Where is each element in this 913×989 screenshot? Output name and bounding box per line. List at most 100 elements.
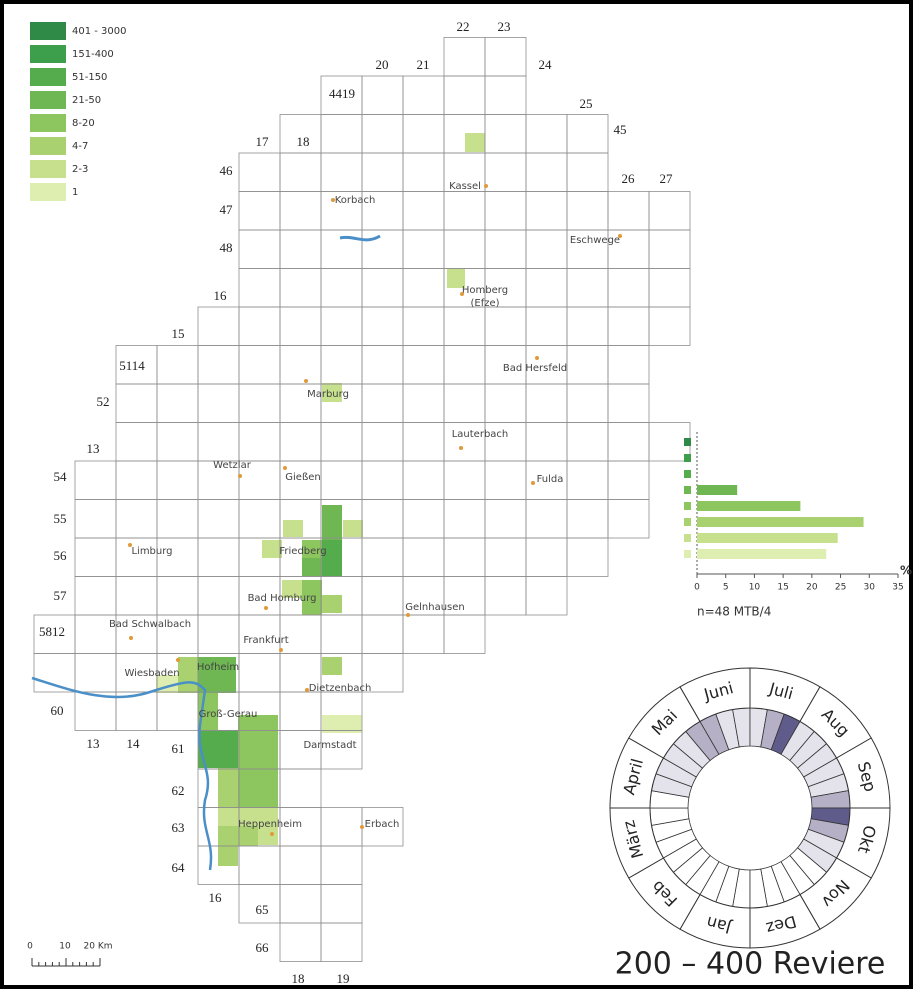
grid-label: 25 [580, 96, 593, 111]
x-tick-label: 35 [892, 583, 903, 593]
legend-swatch [30, 137, 66, 155]
city-dot [270, 832, 274, 836]
grid-label: 14 [127, 736, 141, 751]
grid-label: 63 [172, 820, 185, 835]
legend-label: 2-3 [72, 164, 88, 175]
grid-label: 52 [97, 394, 110, 409]
city-label: Wiesbaden [124, 668, 179, 679]
grid [33, 37, 691, 962]
city-label: Wetzlar [213, 460, 252, 471]
class-swatch [684, 518, 691, 526]
bar [697, 501, 801, 511]
grid-label: 22 [457, 19, 470, 34]
city-label: Fulda [537, 474, 564, 485]
city-label: Darmstadt [303, 740, 356, 751]
grid-label: 64 [172, 860, 186, 875]
scale-label: 0 [27, 942, 33, 952]
grid-label: 61 [172, 741, 185, 756]
class-swatch [684, 454, 691, 462]
occupied-cells [156, 133, 485, 866]
legend-swatch [30, 183, 66, 201]
scale-label: 20 Km [84, 942, 113, 952]
grid-label: 21 [417, 57, 430, 72]
occupied-quadrant [322, 383, 342, 402]
x-tick-label: 5 [723, 583, 729, 593]
scale-label: 10 [59, 942, 71, 952]
occupied-quadrant [322, 595, 342, 613]
grid-label: 16 [214, 288, 228, 303]
grid-label: 15 [172, 326, 185, 341]
grid-cell [320, 922, 363, 962]
legend-label: 401 - 3000 [72, 26, 127, 37]
city-dot [459, 446, 463, 450]
occupied-quadrant [283, 520, 303, 537]
x-tick-label: 20 [806, 583, 818, 593]
grid-label: 46 [220, 163, 234, 178]
class-swatch [684, 534, 691, 542]
legend-label: 51-150 [72, 72, 107, 83]
city-dot [484, 184, 488, 188]
city-label: Korbach [335, 195, 376, 206]
legend-swatch [30, 114, 66, 132]
class-swatch [684, 470, 691, 478]
occupied-quadrant [238, 826, 258, 846]
occupied-quadrant [178, 675, 198, 693]
title: 200 – 400 Reviere [615, 947, 886, 982]
x-axis-label: % [900, 564, 912, 578]
grid-cell [607, 499, 650, 539]
occupied-quadrant [218, 768, 238, 808]
city-dot [331, 198, 335, 202]
occupied-quadrant [282, 580, 302, 598]
grid-label: 17 [256, 134, 270, 149]
grid-label: 62 [172, 783, 185, 798]
grid-label: 24 [539, 57, 553, 72]
legend-swatch [30, 91, 66, 109]
occupied-quadrant [178, 657, 198, 675]
city-dot [176, 658, 180, 662]
city-label: Groß-Gerau [199, 709, 258, 720]
grid-cell [320, 730, 363, 770]
legend-label: 4-7 [72, 141, 88, 152]
city-dot [460, 292, 464, 296]
grid-label: 19 [337, 971, 350, 986]
bar [697, 549, 827, 559]
x-tick-label: 15 [777, 583, 788, 593]
city-dot [531, 481, 535, 485]
grid-label: 57 [54, 588, 68, 603]
grid-label: 18 [297, 134, 310, 149]
grid-label: 60 [51, 703, 64, 718]
legend-label: 151-400 [72, 49, 114, 60]
legend-swatch [30, 22, 66, 40]
city-label: Bad Schwalbach [109, 619, 191, 630]
sample-note: n=48 MTB/4 [697, 605, 771, 619]
bar [697, 533, 838, 543]
city-label: (Efze) [470, 298, 499, 309]
city-label: Gelnhausen [405, 602, 465, 613]
grid-label: 54 [54, 469, 68, 484]
city-dot [264, 606, 268, 610]
city-dot [279, 648, 283, 652]
occupied-quadrant [258, 808, 278, 845]
occupied-quadrant [238, 768, 278, 808]
grid-cell [525, 576, 568, 616]
grid-cell [648, 306, 691, 346]
city-dot [406, 613, 410, 617]
grid-cell [566, 537, 609, 577]
legend-swatch [30, 45, 66, 63]
grid-label: 66 [256, 940, 270, 955]
month-cell [749, 893, 821, 949]
grid-label: 26 [622, 171, 636, 186]
grid-label: 5812 [39, 624, 65, 639]
city-label: Kassel [449, 181, 481, 192]
occupied-quadrant [198, 657, 236, 693]
x-tick-label: 10 [749, 583, 761, 593]
city-label: Limburg [131, 546, 172, 557]
city-label: Marburg [307, 389, 349, 400]
river [31, 676, 213, 871]
city-label: Homberg [462, 285, 508, 296]
city-dot [283, 466, 287, 470]
grid-cell [361, 653, 404, 693]
